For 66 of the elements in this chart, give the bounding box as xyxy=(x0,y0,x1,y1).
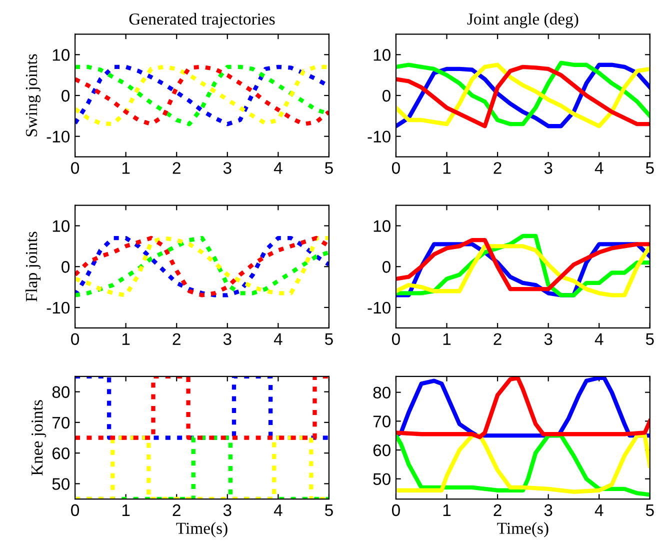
y-tick-label: 70 xyxy=(373,416,390,428)
x-tick-label: 2 xyxy=(494,504,502,516)
x-tick-label: 5 xyxy=(646,162,654,174)
x-tick-label: 1 xyxy=(122,162,130,174)
chart-title: Joint angle (deg) xyxy=(467,12,578,28)
y-tick-label: 50 xyxy=(52,478,70,490)
x-tick-label: 4 xyxy=(594,162,604,174)
x-tick-label: 1 xyxy=(443,504,451,516)
x-tick-label: 1 xyxy=(122,504,130,516)
x-tick-label: 1 xyxy=(122,333,130,345)
x-tick-label: 5 xyxy=(325,162,333,174)
x-tick-label: 1 xyxy=(443,162,451,174)
x-axis-title: Time(s) xyxy=(176,522,228,538)
x-tick-label: 2 xyxy=(494,162,502,174)
x-tick-label: 0 xyxy=(392,162,400,174)
y-tick-label: 80 xyxy=(373,386,390,399)
y-tick-label: -10 xyxy=(368,130,390,143)
line-series xyxy=(75,236,329,298)
x-tick-label: 2 xyxy=(172,504,180,516)
x-tick-label: 2 xyxy=(494,333,502,345)
y-tick-label: 0 xyxy=(382,90,390,102)
x-tick-label: 4 xyxy=(274,162,282,174)
y-tick-label: -10 xyxy=(46,302,70,314)
x-tick-label: 0 xyxy=(71,162,80,174)
x-tick-label: 3 xyxy=(544,333,552,345)
y-tick-label: 10 xyxy=(52,220,70,232)
y-axis-title: Knee joints xyxy=(32,400,46,476)
x-tick-label: 0 xyxy=(392,504,400,516)
x-tick-label: 2 xyxy=(172,162,180,174)
y-tick-label: 80 xyxy=(52,386,70,398)
y-tick-label: -10 xyxy=(368,302,390,314)
y-tick-label: 10 xyxy=(374,49,390,61)
x-tick-label: 0 xyxy=(71,504,80,516)
x-tick-label: 5 xyxy=(325,504,333,516)
y-axis-title: Swing joints xyxy=(26,54,41,136)
x-tick-label: 4 xyxy=(594,333,604,345)
x-axis-title: Time(s) xyxy=(497,522,548,538)
x-tick-label: 3 xyxy=(223,504,232,516)
x-tick-label: 4 xyxy=(594,504,604,516)
x-tick-label: 3 xyxy=(544,504,552,516)
x-tick-label: 2 xyxy=(172,333,180,345)
y-tick-label: 0 xyxy=(382,261,390,273)
y-axis-title: Flap joints xyxy=(25,232,41,302)
y-tick-label: 60 xyxy=(373,444,390,456)
x-tick-label: 3 xyxy=(223,333,232,345)
y-tick-label: 70 xyxy=(52,416,70,429)
y-tick-label: 60 xyxy=(52,447,70,460)
x-tick-label: 4 xyxy=(274,333,282,345)
x-tick-label: 0 xyxy=(392,333,400,345)
y-tick-label: 10 xyxy=(374,220,390,232)
y-tick-label: 0 xyxy=(62,261,70,273)
x-tick-label: 5 xyxy=(646,333,654,345)
x-tick-label: 4 xyxy=(274,504,282,516)
x-tick-label: 3 xyxy=(223,162,232,174)
y-tick-label: 0 xyxy=(62,90,70,102)
y-tick-label: 10 xyxy=(52,49,70,61)
chart-title: Generated trajectories xyxy=(129,12,275,28)
x-tick-label: 5 xyxy=(646,504,654,516)
x-tick-label: 3 xyxy=(544,162,552,174)
x-tick-label: 5 xyxy=(325,333,333,345)
line-series xyxy=(75,64,329,126)
y-tick-label: 50 xyxy=(373,473,390,486)
line-series xyxy=(396,238,650,292)
x-tick-label: 1 xyxy=(443,333,451,345)
y-tick-label: -10 xyxy=(46,130,70,143)
x-tick-label: 0 xyxy=(71,333,80,345)
